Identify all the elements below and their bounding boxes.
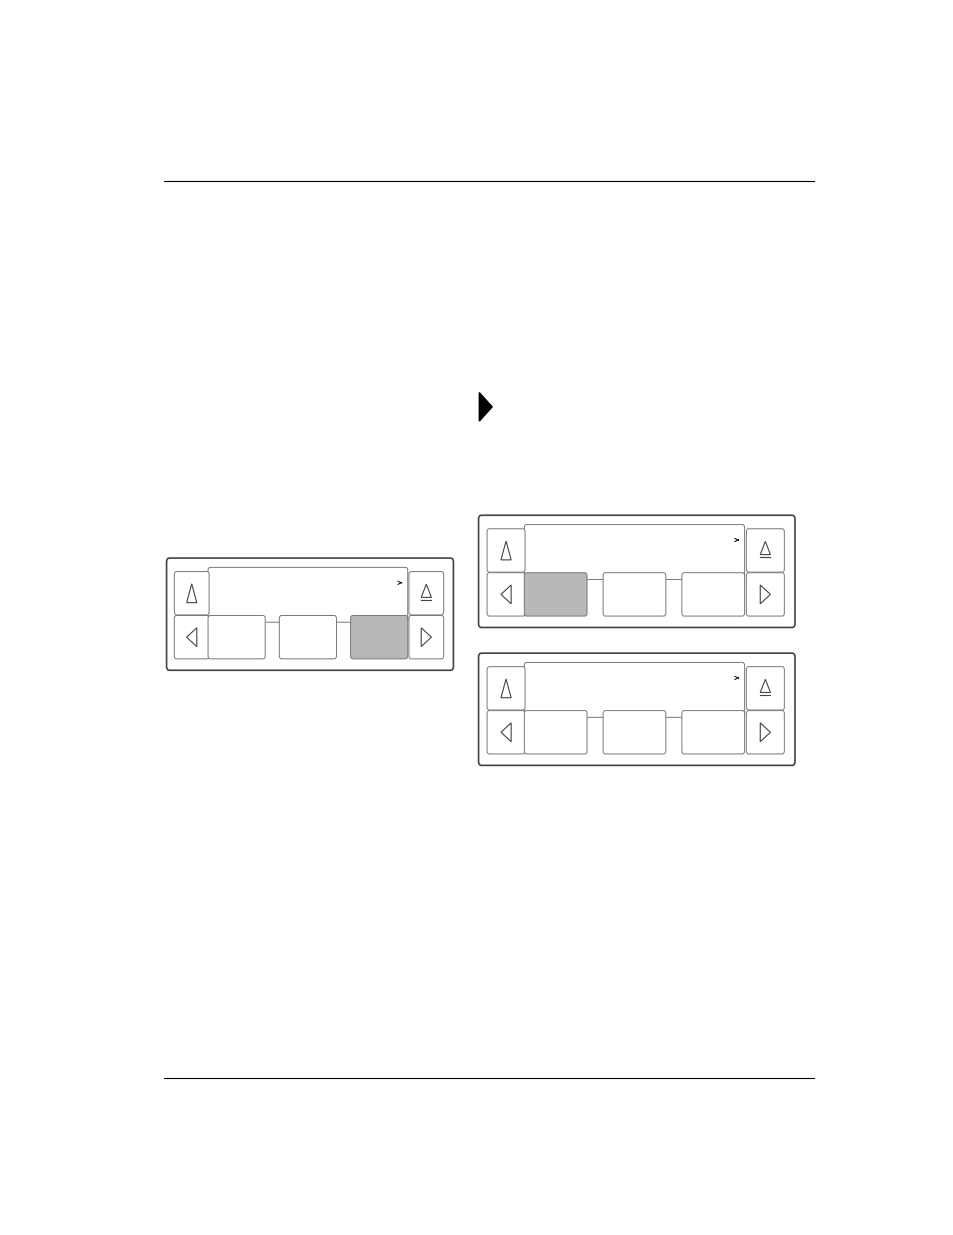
FancyBboxPatch shape	[350, 615, 407, 658]
FancyBboxPatch shape	[524, 573, 586, 616]
FancyBboxPatch shape	[487, 573, 524, 616]
FancyBboxPatch shape	[745, 529, 783, 572]
FancyBboxPatch shape	[602, 573, 665, 616]
FancyBboxPatch shape	[208, 567, 407, 622]
FancyBboxPatch shape	[279, 615, 336, 658]
FancyBboxPatch shape	[409, 615, 443, 658]
FancyBboxPatch shape	[487, 667, 524, 710]
FancyBboxPatch shape	[478, 515, 794, 627]
FancyBboxPatch shape	[602, 710, 665, 753]
FancyBboxPatch shape	[745, 573, 783, 616]
FancyBboxPatch shape	[208, 615, 265, 658]
FancyBboxPatch shape	[409, 572, 443, 615]
FancyBboxPatch shape	[524, 710, 586, 753]
FancyBboxPatch shape	[681, 710, 743, 753]
FancyBboxPatch shape	[524, 662, 743, 718]
FancyBboxPatch shape	[487, 710, 524, 753]
FancyBboxPatch shape	[745, 710, 783, 753]
FancyBboxPatch shape	[167, 558, 453, 671]
Polygon shape	[478, 393, 492, 421]
FancyBboxPatch shape	[174, 572, 209, 615]
FancyBboxPatch shape	[745, 667, 783, 710]
FancyBboxPatch shape	[174, 615, 209, 658]
FancyBboxPatch shape	[524, 525, 743, 579]
FancyBboxPatch shape	[487, 529, 524, 572]
FancyBboxPatch shape	[478, 653, 794, 766]
FancyBboxPatch shape	[681, 573, 743, 616]
